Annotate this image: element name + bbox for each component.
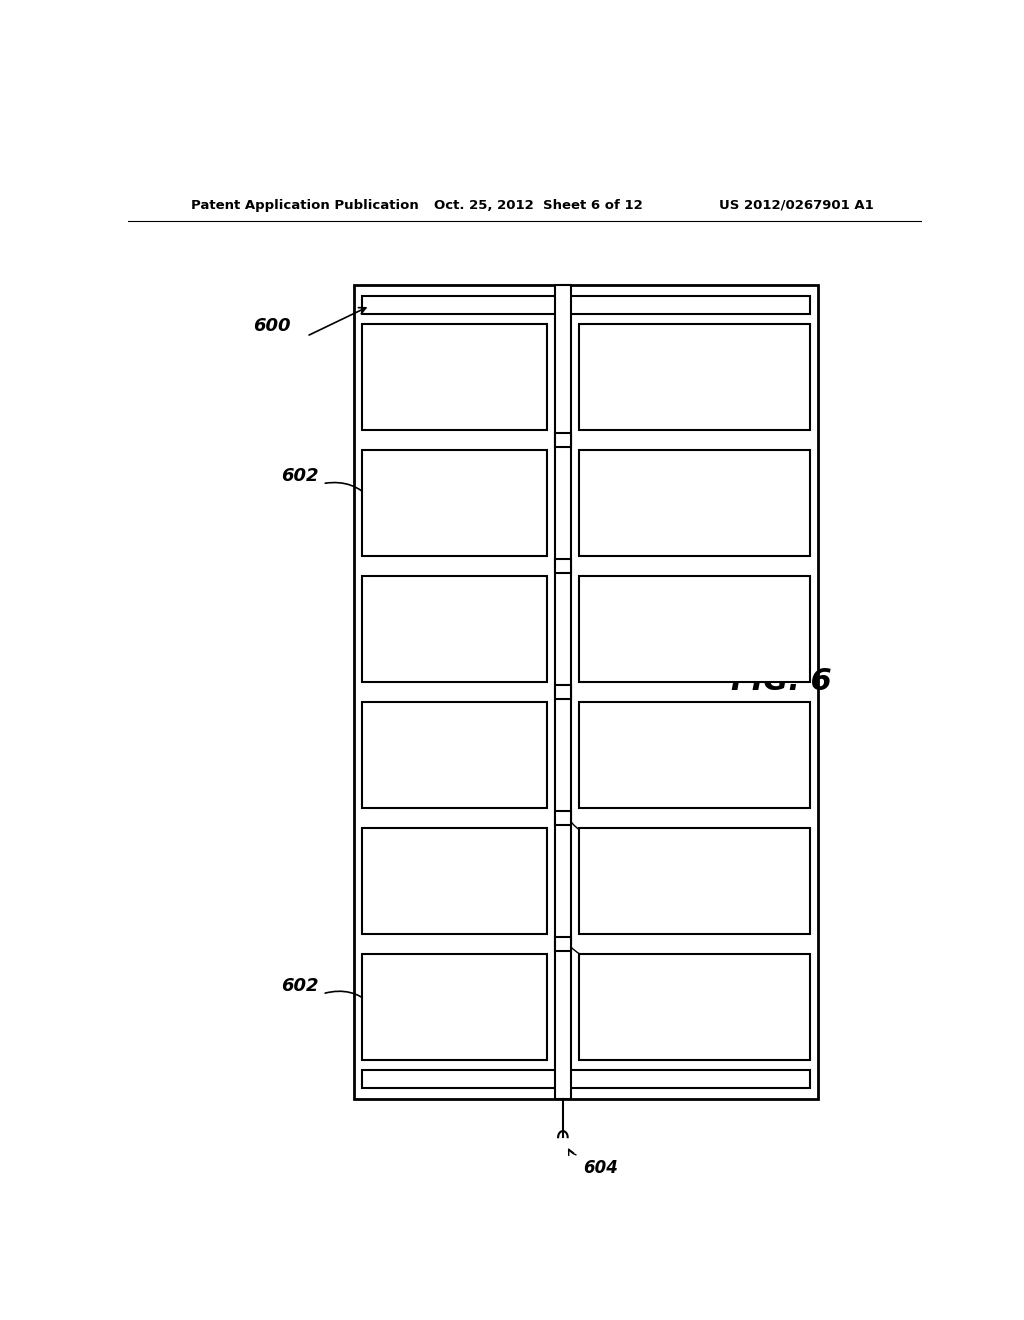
Bar bbox=[579, 325, 811, 430]
Bar bbox=[362, 1071, 810, 1089]
Bar bbox=[579, 450, 811, 556]
Bar bbox=[362, 954, 547, 1060]
Text: 600: 600 bbox=[253, 317, 291, 335]
Text: US 2012/0267901 A1: US 2012/0267901 A1 bbox=[719, 198, 873, 211]
Text: 608: 608 bbox=[638, 850, 673, 867]
Text: Oct. 25, 2012  Sheet 6 of 12: Oct. 25, 2012 Sheet 6 of 12 bbox=[433, 198, 642, 211]
Bar bbox=[555, 685, 570, 698]
Bar bbox=[555, 937, 570, 950]
Bar bbox=[362, 450, 547, 556]
Bar bbox=[362, 325, 547, 430]
Bar bbox=[579, 576, 811, 682]
Bar bbox=[362, 296, 810, 314]
Bar bbox=[354, 285, 818, 1098]
Bar bbox=[579, 828, 811, 935]
Text: 602: 602 bbox=[281, 466, 318, 484]
Bar bbox=[362, 576, 547, 682]
Text: FIG. 6: FIG. 6 bbox=[731, 668, 831, 697]
Text: 606: 606 bbox=[623, 964, 657, 982]
Bar bbox=[362, 702, 547, 808]
Bar bbox=[555, 285, 570, 1098]
Text: 604: 604 bbox=[583, 1159, 617, 1176]
Bar bbox=[362, 828, 547, 935]
Bar bbox=[579, 702, 811, 808]
Bar bbox=[555, 812, 570, 825]
Text: 602: 602 bbox=[281, 977, 318, 995]
Bar bbox=[579, 954, 811, 1060]
Text: Patent Application Publication: Patent Application Publication bbox=[191, 198, 419, 211]
Bar bbox=[555, 433, 570, 446]
Bar bbox=[555, 560, 570, 573]
